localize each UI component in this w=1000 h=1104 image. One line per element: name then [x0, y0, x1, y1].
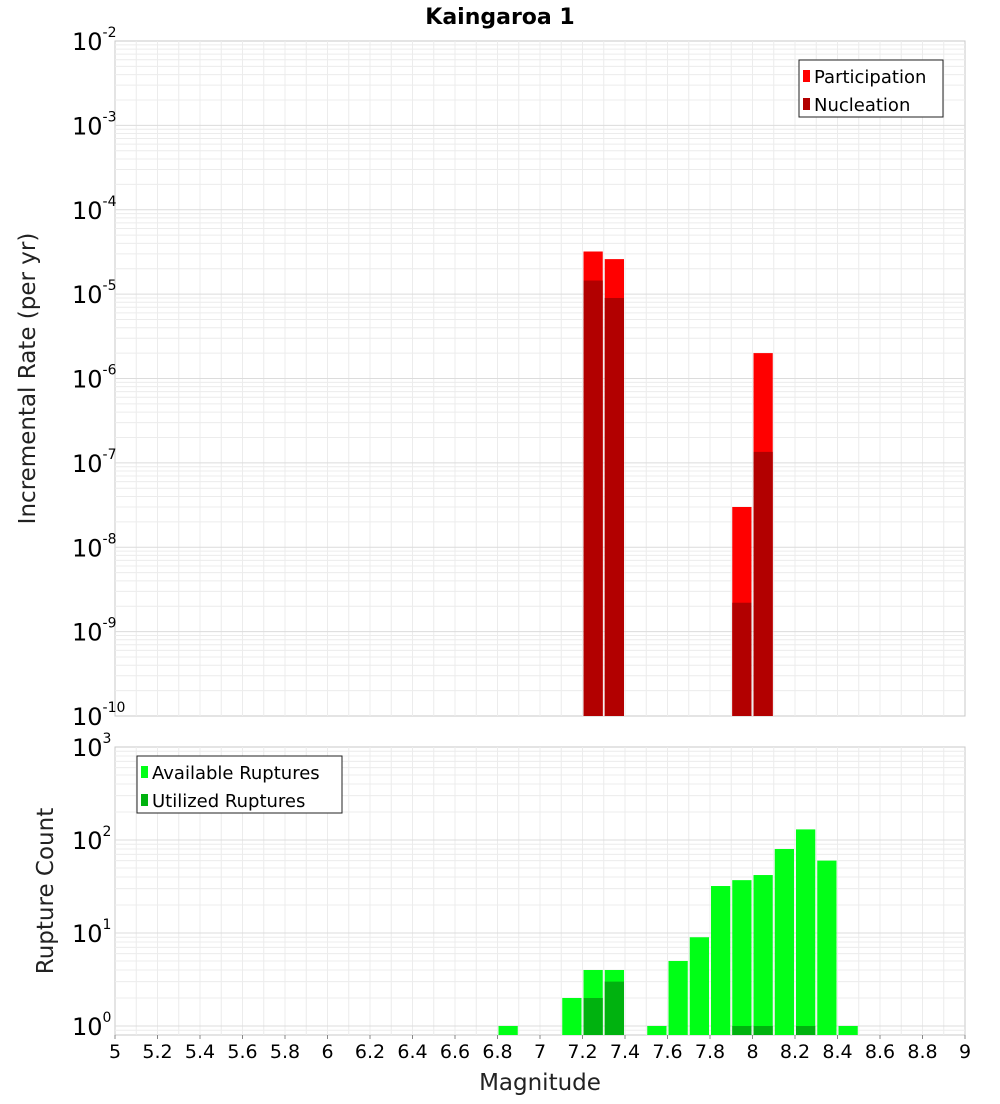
x-tick-label: 7.8	[695, 1041, 725, 1063]
x-tick-label: 6.8	[482, 1041, 512, 1063]
y-tick-label: 10-8	[72, 531, 117, 562]
legend-box	[798, 59, 944, 118]
legend-swatch	[141, 794, 148, 806]
legend-swatch	[803, 98, 810, 110]
bottom-y-tick-labels: 100 101 102 103	[72, 731, 111, 1041]
x-tick-label: 7.2	[567, 1041, 597, 1063]
x-tick-label: 5.8	[270, 1041, 300, 1063]
bar-available-ruptures	[732, 880, 752, 1035]
y-tick-label: 10-3	[72, 109, 117, 140]
x-tick-label: 5.4	[185, 1041, 215, 1063]
top-gridlines	[115, 41, 965, 716]
top-legend: Participation Nucleation	[798, 59, 944, 118]
bottom-y-axis-label: Rupture Count	[33, 808, 59, 974]
legend-swatch	[803, 70, 810, 82]
bar-utilized-ruptures	[583, 997, 603, 1035]
bar-nucleation	[604, 297, 624, 716]
x-tick-label: 8.6	[865, 1041, 895, 1063]
bar-utilized-ruptures	[753, 1025, 773, 1035]
bar-available-ruptures	[689, 937, 709, 1035]
y-tick-label: 100	[72, 1010, 111, 1041]
bar-available-ruptures	[562, 997, 582, 1035]
bottom-bars	[498, 829, 858, 1035]
y-tick-label: 10-10	[72, 700, 125, 731]
x-tick-label: 7.4	[610, 1041, 640, 1063]
legend-label: Available Ruptures	[152, 763, 320, 784]
bar-available-ruptures	[774, 849, 794, 1035]
bar-available-ruptures	[796, 829, 816, 1035]
bar-utilized-ruptures	[604, 981, 624, 1035]
x-tick-label: 7.6	[652, 1041, 682, 1063]
y-tick-label: 103	[72, 731, 111, 762]
bar-available-ruptures	[498, 1025, 518, 1035]
legend-box	[136, 755, 343, 814]
legend-swatch	[141, 766, 148, 778]
x-tick-label: 6.2	[355, 1041, 385, 1063]
x-tick-label: 6.6	[440, 1041, 470, 1063]
legend-label: Participation	[814, 67, 926, 88]
top-y-axis-label: Incremental Rate (per yr)	[15, 233, 41, 525]
y-tick-label: 10-5	[72, 278, 117, 309]
bar-nucleation	[583, 280, 603, 716]
bar-nucleation	[732, 602, 752, 716]
legend-label: Nucleation	[814, 95, 910, 116]
y-tick-label: 102	[72, 824, 111, 855]
bar-nucleation	[753, 451, 773, 716]
x-tick-label: 8.8	[907, 1041, 937, 1063]
x-axis-label: Magnitude	[479, 1070, 601, 1096]
x-tick-label: 8	[746, 1041, 758, 1063]
x-tick-label: 6	[321, 1041, 333, 1063]
y-tick-label: 10-2	[72, 25, 117, 56]
x-tick-label: 6.4	[397, 1041, 427, 1063]
top-panel: 10-10 10-9 10-8 10-7 10-6 10-5 10-4 10-3 10-2 In…	[15, 25, 966, 731]
bar-available-ruptures	[838, 1025, 858, 1035]
y-tick-label: 10-4	[72, 194, 117, 225]
bar-available-ruptures	[817, 860, 837, 1035]
bar-utilized-ruptures	[732, 1025, 752, 1035]
chart-title: Kaingaroa 1	[425, 5, 574, 30]
x-tick-label: 7	[534, 1041, 546, 1063]
bar-available-ruptures	[647, 1025, 667, 1035]
y-tick-label: 10-9	[72, 616, 117, 647]
x-tick-label: 9	[959, 1041, 971, 1063]
y-tick-label: 10-7	[72, 447, 117, 478]
bottom-legend: Available Ruptures Utilized Ruptures	[136, 755, 343, 814]
x-tick-label: 5	[109, 1041, 121, 1063]
bar-available-ruptures	[711, 886, 731, 1035]
bar-utilized-ruptures	[796, 1025, 816, 1035]
top-y-tick-labels: 10-10 10-9 10-8 10-7 10-6 10-5 10-4 10-3 10-2	[72, 25, 125, 731]
bar-available-ruptures	[668, 960, 688, 1035]
bottom-panel: 100 101 102 103 5 5.2 5.4 5.6 5.8 6 6.2 6.4 6.6 6.8 7…	[33, 731, 971, 1096]
y-tick-label: 101	[72, 917, 111, 948]
bottom-gridlines	[115, 747, 965, 1035]
x-tick-labels: 5 5.2 5.4 5.6 5.8 6 6.2 6.4 6.6 6.8 7 7.2 7.4 7.6 7.8 8…	[109, 1035, 971, 1063]
legend-label: Utilized Ruptures	[152, 791, 305, 812]
y-tick-label: 10-6	[72, 363, 117, 394]
x-tick-label: 5.6	[227, 1041, 257, 1063]
x-tick-label: 5.2	[142, 1041, 172, 1063]
x-tick-label: 8.4	[822, 1041, 852, 1063]
top-bars	[583, 251, 773, 716]
bar-available-ruptures	[753, 875, 773, 1035]
x-tick-label: 8.2	[780, 1041, 810, 1063]
